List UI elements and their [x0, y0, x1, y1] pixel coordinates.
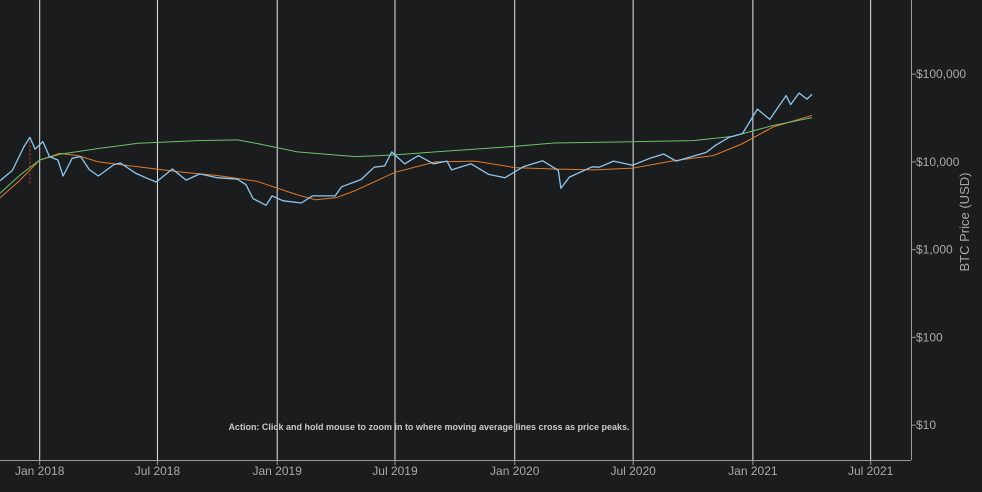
zoom-hint-annotation: Action: Click and hold mouse to zoom in … [228, 422, 629, 432]
y-axis-title: BTC Price (USD) [957, 173, 972, 272]
x-tick-label: Jul 2021 [848, 464, 894, 478]
y-tick-label: $1,000 [916, 243, 953, 257]
series-line-ma-long [0, 117, 813, 194]
series-layer [0, 92, 813, 206]
axes: Jan 2018 Jul 2018 Jan 2019 Jul 2019 Jan 2020… [0, 0, 966, 478]
series-line-price [0, 92, 813, 206]
x-tick-label: Jul 2020 [610, 464, 656, 478]
y-tick-label: $10 [916, 418, 936, 432]
x-tick-label: Jan 2020 [490, 464, 540, 478]
x-tick-label: Jan 2019 [253, 464, 303, 478]
vertical-grid [39, 0, 872, 460]
y-tick-label: $10,000 [916, 155, 960, 169]
x-tick-label: Jul 2018 [135, 464, 181, 478]
y-tick-label: $100 [916, 330, 943, 344]
x-tick-label: Jan 2018 [15, 464, 65, 478]
x-tick-label: Jan 2021 [728, 464, 778, 478]
x-tick-label: Jul 2019 [372, 464, 418, 478]
y-tick-label: $100,000 [916, 67, 966, 81]
